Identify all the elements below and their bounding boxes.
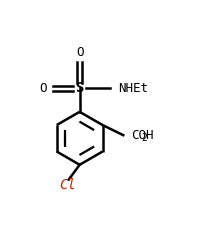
Text: H: H [144,129,152,142]
Text: 2: 2 [141,133,146,143]
Text: O: O [39,82,47,95]
Text: O: O [76,46,83,59]
Text: Cl: Cl [59,178,75,192]
Text: NHEt: NHEt [118,82,148,95]
Text: S: S [75,81,83,95]
Text: CO: CO [130,129,145,142]
